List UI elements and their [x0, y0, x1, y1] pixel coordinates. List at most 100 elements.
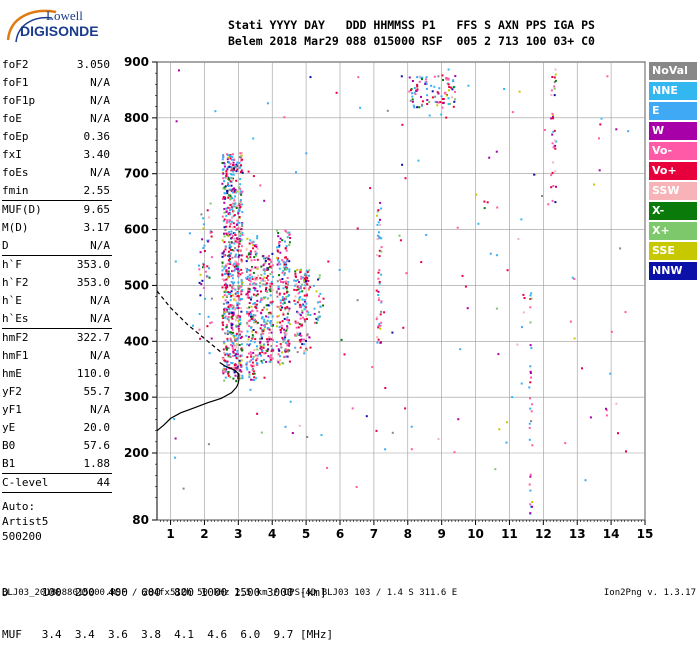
echo-point — [299, 340, 302, 343]
echo-point — [276, 246, 279, 249]
echo-point — [308, 269, 311, 272]
echo-point — [269, 301, 272, 304]
echo-point — [237, 203, 240, 205]
echo-point — [198, 328, 201, 331]
echo-point — [232, 355, 235, 357]
echo-point — [276, 321, 279, 324]
echo-point — [278, 292, 281, 295]
echo-point — [224, 290, 227, 292]
echo-point — [235, 344, 238, 347]
echo-point — [198, 268, 201, 271]
echo-point — [223, 294, 226, 297]
echo-point — [206, 325, 209, 328]
param-row: h`F 353.0 — [2, 256, 112, 274]
echo-point — [234, 195, 236, 198]
echo-point — [286, 355, 289, 358]
echo-point — [238, 216, 241, 218]
echo-point — [296, 268, 299, 271]
echo-point — [307, 288, 310, 291]
echo-point — [268, 332, 271, 334]
echo-point — [477, 222, 480, 225]
echo-point — [232, 377, 235, 380]
echo-point — [283, 261, 286, 264]
echo-point — [234, 363, 237, 366]
echo-point — [376, 316, 378, 319]
params-group-muf: MUF(D) 9.65 M(D) 3.17 D N/A — [2, 201, 112, 255]
echo-point — [235, 368, 238, 371]
echo-point — [208, 216, 211, 219]
echo-point — [553, 87, 556, 90]
echo-point — [249, 269, 252, 272]
x-tick-label: 2 — [200, 527, 208, 541]
chart-axes: 1 2 3 4 5 6 7 8 9 10 11 12 13 14 158020030040050060070… — [124, 55, 653, 541]
echo-point — [237, 255, 240, 258]
echo-point — [245, 267, 248, 270]
echo-point — [271, 252, 274, 255]
echo-point — [260, 348, 263, 351]
echo-point — [262, 297, 265, 300]
echo-point — [430, 84, 433, 87]
echo-point — [240, 285, 243, 288]
echo-point — [511, 111, 514, 114]
echo-point — [302, 279, 305, 282]
logo-arc-icon — [6, 9, 57, 43]
echo-point — [287, 344, 290, 347]
echo-point — [297, 326, 300, 329]
echo-point — [260, 279, 263, 282]
echo-point — [270, 312, 272, 315]
echo-point — [251, 337, 254, 340]
echo-point — [299, 269, 302, 272]
echo-point — [271, 275, 274, 278]
echo-point — [223, 308, 225, 311]
echo-point — [300, 283, 303, 286]
echo-point — [552, 161, 555, 164]
echo-point — [269, 282, 272, 285]
echo-point — [238, 344, 241, 346]
echo-point — [199, 273, 202, 276]
echo-point — [351, 407, 354, 410]
echo-point — [554, 68, 557, 71]
echo-point — [225, 270, 228, 272]
echo-point — [255, 244, 258, 246]
echo-point — [411, 92, 414, 95]
echo-point — [226, 220, 229, 223]
echo-point — [283, 263, 286, 266]
echo-point — [282, 269, 285, 272]
param-row: foEs N/A — [2, 164, 112, 182]
echo-point — [224, 315, 227, 318]
echo-point — [343, 353, 346, 356]
echo-point — [237, 266, 239, 268]
param-name: h`Es — [2, 312, 29, 325]
echo-point — [253, 289, 256, 292]
echo-point — [229, 299, 232, 302]
echo-point — [305, 294, 308, 297]
echo-point — [238, 302, 241, 305]
echo-point — [284, 261, 287, 264]
echo-point — [438, 87, 441, 90]
param-value: 2.55 — [83, 184, 111, 197]
echo-point — [232, 170, 235, 173]
echo-point — [391, 431, 394, 434]
echo-point — [384, 448, 387, 451]
y-tick-label: 500 — [124, 278, 149, 292]
echo-point — [223, 201, 226, 204]
echo-point — [239, 234, 242, 237]
echo-point — [405, 272, 408, 275]
echo-point — [227, 206, 230, 209]
echo-point — [240, 365, 243, 368]
echo-point — [294, 346, 297, 349]
echo-point — [233, 262, 236, 265]
echo-point — [239, 152, 242, 155]
echo-point — [259, 184, 262, 187]
param-value: N/A — [90, 239, 110, 252]
echo-point — [249, 273, 252, 276]
echo-point — [454, 90, 456, 93]
echo-point — [227, 332, 229, 335]
echo-point — [250, 340, 253, 342]
echo-point — [237, 210, 240, 213]
param-value: 353.0 — [76, 258, 110, 271]
echo-point — [240, 359, 243, 362]
echo-point — [424, 78, 427, 81]
echo-point — [229, 263, 232, 265]
echo-point — [261, 328, 264, 331]
